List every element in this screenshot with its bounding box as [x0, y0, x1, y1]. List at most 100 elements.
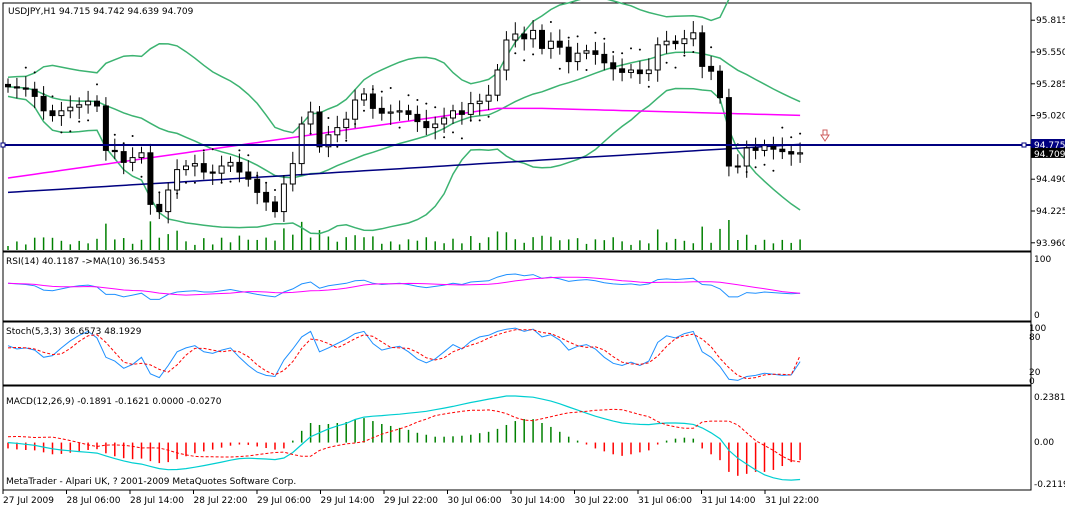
price-axis-label: 95.550: [1036, 48, 1065, 58]
price-axis-label: 95.285: [1036, 80, 1065, 90]
candle-body: [574, 52, 581, 63]
sar-dot: [549, 21, 552, 23]
sar-dot: [638, 48, 641, 51]
sar-dot: [754, 166, 757, 169]
stoch-axis-80: 80: [1029, 333, 1041, 343]
sar-dot: [229, 180, 232, 183]
sar-dot: [202, 149, 205, 152]
price-axis-label: 95.815: [1036, 16, 1065, 26]
candle-body: [245, 171, 252, 180]
price-axis-label: 93.960: [1036, 239, 1065, 249]
sar-dot: [363, 109, 365, 112]
rsi-ma-line: [7, 276, 801, 296]
candle-body: [717, 70, 723, 99]
macd-pane-frame: [2, 385, 1032, 491]
sar-dot: [309, 132, 312, 135]
candle-body: [325, 134, 332, 148]
candle-body: [432, 123, 439, 129]
candle-body: [476, 100, 483, 105]
sar-dot: [407, 94, 410, 97]
candle-body: [31, 88, 38, 97]
macd-header: MACD(12,26,9) -0.1891 -0.1621 0.0000 -0.…: [6, 397, 222, 407]
rsi-axis-0: 0: [1034, 311, 1040, 321]
candle-body: [85, 100, 92, 106]
candle-body: [343, 118, 350, 129]
sar-dot: [274, 189, 276, 191]
stoch-main-line: [7, 327, 801, 381]
candle-body: [450, 110, 456, 119]
sar-dot: [87, 119, 90, 122]
candle-body: [619, 68, 626, 73]
candle-body: [94, 100, 100, 107]
sar-dot: [69, 130, 72, 133]
candle-body: [485, 94, 492, 102]
stochastic-pane[interactable]: Stoch(5,3,3) 36.6573 48.1929 100 80 20 0: [2, 321, 1046, 387]
candle-body: [191, 163, 198, 167]
sar-dot: [478, 119, 481, 122]
candle-body: [672, 40, 679, 45]
sar-dot: [185, 181, 187, 184]
sar-dot: [665, 61, 668, 64]
time-axis-label: 30 Jul 06:00: [448, 496, 502, 506]
candle-body: [254, 178, 261, 193]
rsi-pane[interactable]: RSI(14) 40.1187 ->MA(10) 36.5453 100 0: [2, 251, 1051, 322]
time-axis-label: 31 Jul 14:00: [702, 496, 756, 506]
candle-body: [120, 151, 127, 163]
sar-dot: [683, 54, 686, 57]
candle-body: [556, 40, 563, 48]
macd-axis-top: 0.2381: [1034, 393, 1065, 403]
candle-body: [387, 111, 394, 114]
sar-dot: [674, 66, 677, 69]
bollinger-upper: [7, 0, 730, 134]
candle-body: [725, 97, 732, 167]
hline-handle-right: [1021, 142, 1027, 148]
candle-body: [111, 149, 118, 153]
sar-dot: [398, 126, 401, 129]
time-axis: 27 Jul 2009 28 Jul 06:00 28 Jul 14:00 28 Ju…: [2, 490, 819, 506]
shift-arrow-icon[interactable]: [820, 129, 830, 142]
hline-handle-left: [0, 142, 6, 148]
candle-body: [636, 69, 643, 75]
candle-body: [58, 110, 65, 117]
candle-body: [663, 40, 670, 46]
ma-navy-line: [7, 143, 801, 194]
candle-body: [289, 163, 296, 185]
candle-body: [5, 83, 11, 88]
sar-dot: [122, 142, 125, 145]
candle-body: [628, 69, 634, 73]
candle-body: [200, 163, 207, 173]
candle-body: [272, 201, 278, 213]
sar-dot: [78, 120, 81, 123]
stoch-axis-100: 100: [1029, 324, 1046, 334]
sar-dot: [211, 148, 214, 151]
candle-body: [67, 106, 74, 112]
time-axis-label: 28 Jul 14:00: [130, 496, 184, 506]
sar-dot: [612, 51, 615, 53]
candle-body: [494, 69, 501, 96]
sar-dot: [576, 35, 579, 38]
sar-dot: [647, 85, 650, 88]
candle-body: [156, 203, 163, 213]
candle-body: [734, 165, 741, 168]
candle-body: [681, 38, 688, 45]
candle-body: [40, 95, 47, 112]
time-axis-label: 29 Jul 14:00: [321, 496, 375, 506]
candle-body: [699, 32, 706, 67]
candle-body: [583, 50, 590, 54]
rsi-header: RSI(14) 40.1187 ->MA(10) 36.5453: [6, 257, 165, 267]
candle-body: [307, 111, 314, 125]
sar-dot: [799, 132, 802, 135]
candle-body: [530, 29, 537, 40]
candle-body: [22, 87, 29, 90]
stoch-axis-0: 0: [1029, 377, 1035, 387]
candle-body: [414, 113, 421, 123]
candle-body: [236, 161, 243, 173]
candle-body: [788, 151, 795, 155]
macd-pane[interactable]: MACD(12,26,9) -0.1891 -0.1621 0.0000 -0.…: [2, 385, 1065, 491]
candle-body: [129, 157, 136, 163]
sar-dot: [594, 31, 597, 34]
stochastic-pane-frame: [2, 321, 1032, 386]
